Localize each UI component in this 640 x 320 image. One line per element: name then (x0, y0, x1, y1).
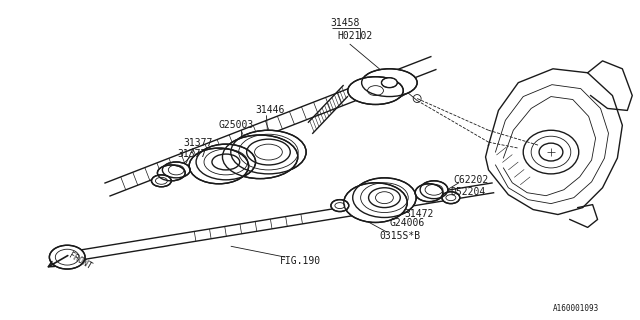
Text: 31458: 31458 (330, 18, 359, 28)
Ellipse shape (223, 135, 298, 179)
Text: D52204: D52204 (451, 187, 486, 197)
Ellipse shape (196, 144, 255, 180)
Text: G24006: G24006 (389, 219, 425, 228)
Text: FIG.190: FIG.190 (280, 256, 321, 266)
Ellipse shape (231, 130, 306, 174)
Text: G25003: G25003 (219, 120, 254, 130)
Ellipse shape (420, 181, 448, 199)
Ellipse shape (163, 162, 190, 178)
Text: 31446: 31446 (255, 105, 285, 116)
Text: C62202: C62202 (454, 175, 489, 185)
Ellipse shape (344, 183, 407, 222)
Text: 31377: 31377 (177, 149, 207, 159)
Ellipse shape (442, 192, 460, 204)
Ellipse shape (353, 178, 416, 218)
Text: H02102: H02102 (338, 31, 373, 41)
Ellipse shape (49, 245, 85, 269)
Ellipse shape (189, 148, 248, 184)
Ellipse shape (152, 175, 172, 187)
Ellipse shape (331, 200, 349, 212)
Ellipse shape (415, 184, 443, 202)
Text: 0315S*B: 0315S*B (380, 231, 420, 241)
Text: FRONT: FRONT (67, 251, 93, 271)
Ellipse shape (381, 78, 397, 88)
Text: 31472: 31472 (404, 209, 434, 219)
Text: A160001093: A160001093 (553, 304, 599, 313)
Ellipse shape (157, 165, 185, 181)
Ellipse shape (362, 69, 417, 97)
Ellipse shape (348, 77, 403, 105)
Text: 31377: 31377 (183, 138, 212, 148)
